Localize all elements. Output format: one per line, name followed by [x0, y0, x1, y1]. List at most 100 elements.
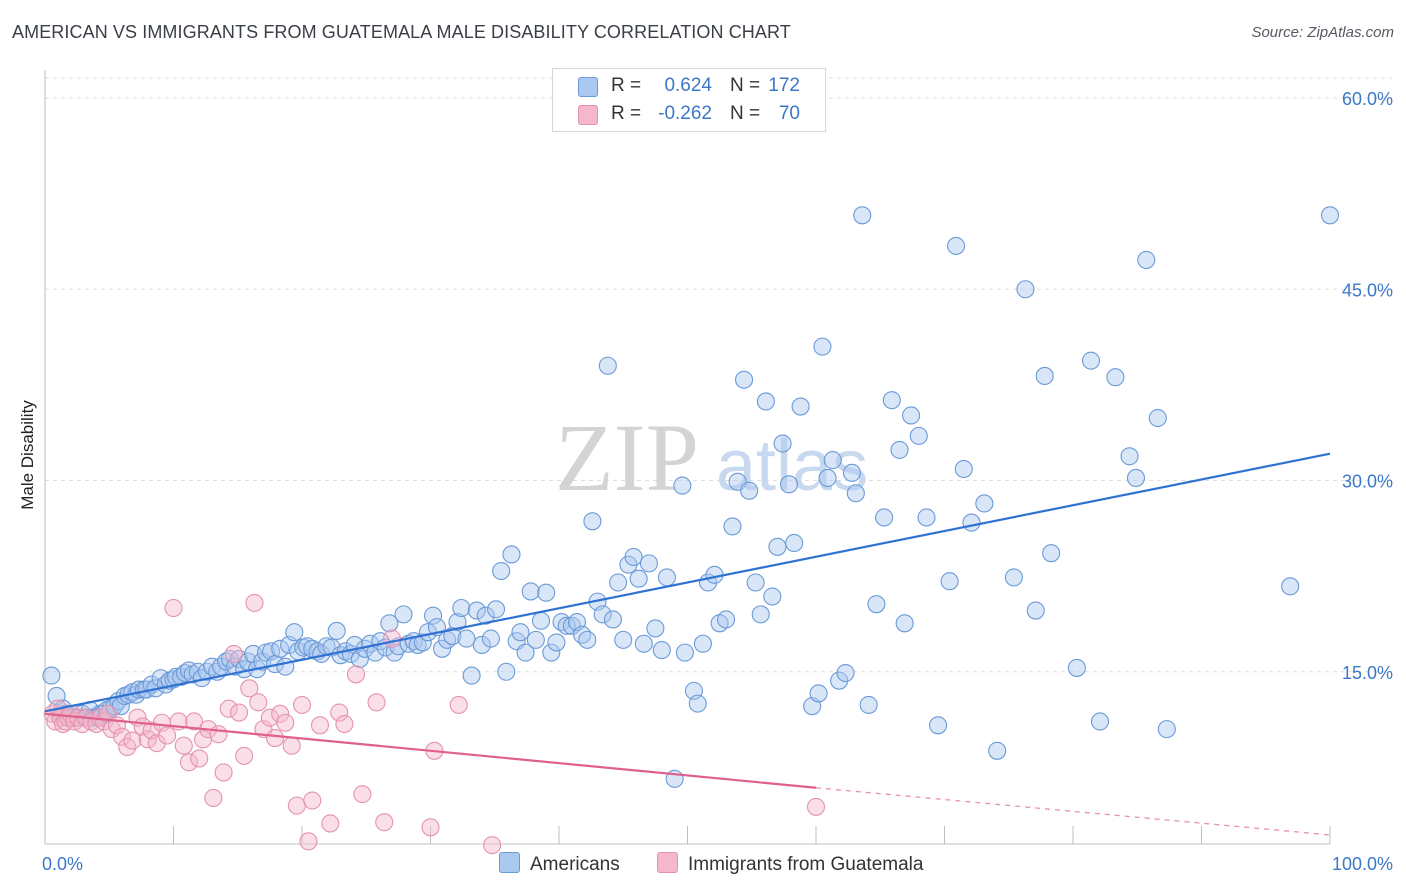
data-point [164, 598, 183, 618]
data-point [773, 434, 792, 453]
data-point [909, 426, 928, 445]
americans-swatch [578, 77, 598, 97]
y-tick-label: 60.0% [1342, 89, 1393, 109]
data-point [1320, 206, 1340, 225]
data-point [954, 459, 973, 479]
data-point [321, 814, 340, 833]
data-point [859, 695, 878, 714]
data-point [235, 746, 254, 765]
y-tick-label: 15.0% [1342, 663, 1393, 683]
data-point [249, 693, 268, 712]
data-point [830, 671, 849, 690]
data-point [895, 614, 914, 633]
axes [44, 70, 1331, 845]
data-point [353, 785, 372, 804]
data-point [229, 703, 249, 722]
data-point [502, 545, 521, 564]
data-point [448, 612, 467, 632]
data-point [929, 716, 948, 735]
data-point [526, 630, 545, 649]
guatemala-legend-label: Immigrants from Guatemala [688, 854, 924, 875]
americans-points [42, 206, 1340, 788]
data-point [271, 639, 290, 658]
data-point [573, 625, 592, 644]
data-point [190, 749, 209, 768]
data-point [123, 731, 142, 750]
data-point [751, 605, 770, 624]
data-point [1281, 577, 1300, 596]
legend-item-guatemala[interactable]: Immigrants from Guatemala [657, 852, 923, 876]
data-point [768, 537, 787, 556]
data-point [603, 610, 623, 629]
data-point [350, 649, 369, 669]
data-point [138, 730, 157, 749]
x-tick-label: 100.0% [1332, 854, 1393, 874]
data-point [158, 726, 177, 745]
data-point [452, 598, 471, 618]
data-point [624, 547, 643, 567]
data-point [245, 593, 264, 612]
data-point [367, 693, 386, 712]
data-point [330, 703, 349, 722]
tick-labels: 15.0% 30.0% 45.0% 60.0% 0.0% 100.0% [42, 89, 1393, 874]
data-point [413, 633, 432, 652]
watermark-atlas: atlas [716, 426, 868, 506]
data-point [1120, 447, 1139, 466]
data-point [449, 695, 468, 714]
data-point [265, 728, 285, 748]
data-point [472, 635, 491, 655]
data-point [443, 626, 462, 646]
data-point [593, 605, 612, 624]
data-point [240, 679, 259, 698]
legend-item-americans[interactable]: Americans [499, 852, 620, 876]
data-point [382, 629, 402, 648]
data-point [763, 587, 782, 606]
x-tick-label: 0.0% [42, 854, 83, 874]
data-point [497, 662, 516, 681]
data-point [179, 753, 198, 772]
data-point [421, 818, 440, 837]
data-point [214, 763, 233, 782]
data-point [511, 623, 530, 642]
data-point [740, 481, 759, 500]
data-point [836, 663, 855, 683]
data-point [531, 611, 551, 630]
data-point [746, 573, 765, 592]
data-point [578, 630, 597, 649]
data-point [1137, 250, 1156, 269]
data-point [688, 694, 707, 713]
data-point [185, 712, 204, 731]
data-point [940, 572, 959, 591]
data-point [882, 391, 901, 410]
data-point [902, 406, 921, 425]
data-point [846, 484, 865, 503]
data-point [1026, 601, 1045, 620]
guatemala-trend-line [44, 712, 817, 789]
n-label: N = [730, 75, 761, 96]
data-point [716, 610, 736, 629]
data-point [609, 573, 628, 592]
data-point [975, 494, 994, 513]
data-point [346, 665, 366, 684]
watermark-zip: ZIP [555, 404, 699, 511]
data-point [1067, 658, 1086, 677]
n-value-guatemala: 70 [778, 103, 800, 124]
data-point [219, 699, 238, 718]
data-point [147, 734, 166, 753]
data-point [813, 337, 832, 356]
data-point [890, 440, 909, 459]
data-point [310, 716, 330, 735]
data-point [1126, 468, 1146, 488]
data-point [481, 629, 500, 648]
data-point [875, 508, 894, 527]
data-point [380, 614, 399, 633]
americans-legend-swatch [499, 852, 520, 873]
data-point [867, 595, 886, 614]
data-point [224, 644, 243, 663]
chart-title: AMERICAN VS IMMIGRANTS FROM GUATEMALA MA… [12, 22, 791, 42]
data-point [542, 643, 561, 662]
data-point [547, 633, 566, 652]
data-point [424, 606, 443, 625]
data-point [917, 508, 936, 527]
source-label: Source: ZipAtlas.com [1251, 24, 1394, 41]
